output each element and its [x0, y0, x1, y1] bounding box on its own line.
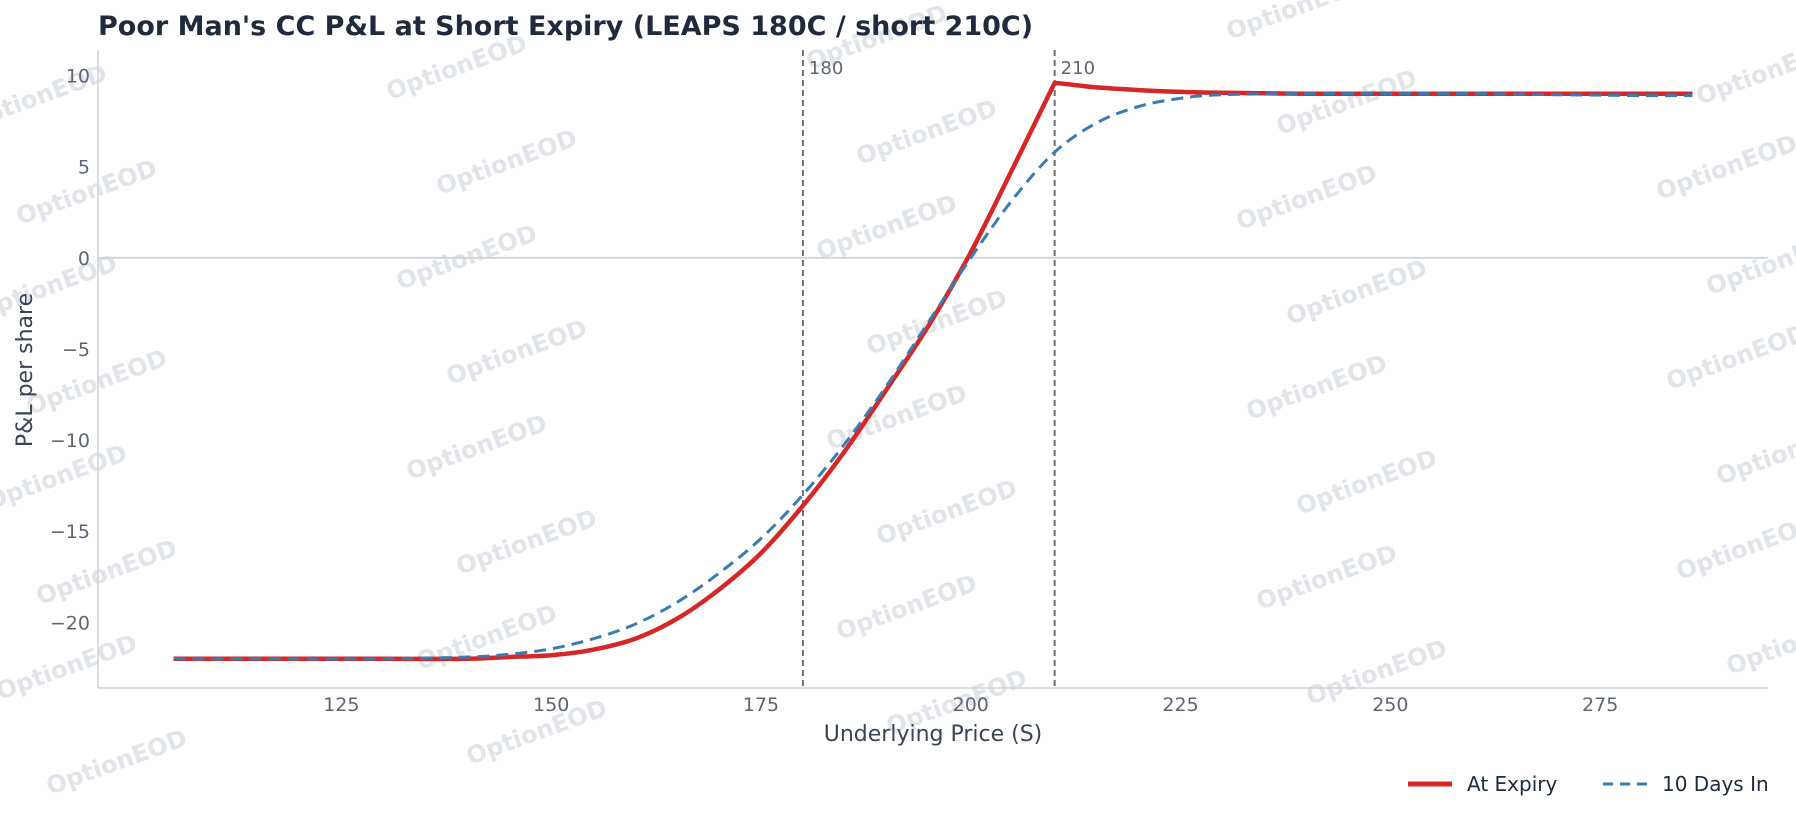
- watermark-23: OptionEOD: [1662, 319, 1796, 396]
- watermark-32: OptionEOD: [1252, 539, 1400, 616]
- watermark-7: OptionEOD: [1272, 64, 1420, 141]
- watermark-27: OptionEOD: [1292, 444, 1440, 521]
- strike-lines: 180 210: [801, 50, 1095, 688]
- x-tick-label: 150: [533, 694, 569, 716]
- strike-label-180: 180: [809, 58, 843, 79]
- watermark-16: OptionEOD: [862, 284, 1010, 361]
- watermark-34: OptionEOD: [42, 724, 190, 801]
- watermark-24: OptionEOD: [32, 534, 180, 611]
- watermark-6: OptionEOD: [852, 94, 1000, 171]
- watermark-12: OptionEOD: [1232, 159, 1380, 236]
- series-line-at-expiry: [173, 80, 1693, 662]
- watermark-26: OptionEOD: [872, 474, 1020, 551]
- watermark-17: OptionEOD: [1282, 254, 1430, 331]
- x-tick-label: 200: [953, 694, 989, 716]
- watermark-25: OptionEOD: [452, 504, 600, 581]
- y-tick-label: 5: [78, 157, 90, 179]
- legend-label-10-days-in: 10 Days In: [1662, 772, 1769, 796]
- watermark-5: OptionEOD: [432, 124, 580, 201]
- watermark-30: OptionEOD: [412, 599, 560, 676]
- y-tick-label: −20: [50, 612, 90, 634]
- watermark-22: OptionEOD: [1242, 349, 1390, 426]
- watermark-33: OptionEOD: [1672, 509, 1796, 586]
- x-tick-label: 250: [1372, 694, 1408, 716]
- y-tick-labels: −20 −15 −10 −5 0 5 10: [50, 66, 90, 635]
- watermark-18: OptionEOD: [1702, 224, 1796, 301]
- chart-title: Poor Man's CC P&L at Short Expiry (LEAPS…: [98, 11, 1033, 42]
- watermark-14: OptionEOD: [22, 344, 170, 421]
- x-tick-labels: 125 150 175 200 225 250 275: [323, 694, 1618, 716]
- y-tick-label: 0: [78, 248, 90, 270]
- watermark-13: OptionEOD: [1652, 129, 1796, 206]
- y-tick-label: −10: [50, 430, 90, 452]
- y-tick-label: −5: [62, 339, 90, 361]
- y-axis-label: P&L per share: [13, 293, 38, 447]
- y-tick-label: −15: [50, 521, 90, 543]
- x-tick-label: 125: [323, 694, 359, 716]
- legend-label-at-expiry: At Expiry: [1467, 772, 1557, 796]
- watermark-layer: OptionEOD OptionEOD OptionEOD OptionEOD Opti…: [0, 0, 1796, 801]
- watermark-11: OptionEOD: [812, 189, 960, 266]
- series-line-10-days-in: [173, 92, 1693, 661]
- x-tick-label: 225: [1162, 694, 1198, 716]
- legend: At Expiry 10 Days In: [1408, 772, 1769, 796]
- watermark-0: OptionEOD: [0, 59, 111, 136]
- watermark-38: OptionEOD: [1722, 604, 1796, 681]
- x-tick-label: 275: [1582, 694, 1618, 716]
- series-layer: [173, 80, 1693, 662]
- watermark-3: OptionEOD: [1222, 0, 1370, 46]
- watermark-31: OptionEOD: [832, 569, 980, 646]
- x-tick-label: 175: [743, 694, 779, 716]
- watermark-29: OptionEOD: [0, 629, 141, 706]
- watermark-20: OptionEOD: [402, 409, 550, 486]
- watermark-28: OptionEOD: [1712, 414, 1796, 491]
- x-axis-label: Underlying Price (S): [824, 722, 1043, 747]
- y-tick-label: 10: [66, 66, 90, 88]
- strike-label-210: 210: [1061, 58, 1095, 79]
- watermark-8: OptionEOD: [1692, 34, 1796, 111]
- watermark-15: OptionEOD: [442, 314, 590, 391]
